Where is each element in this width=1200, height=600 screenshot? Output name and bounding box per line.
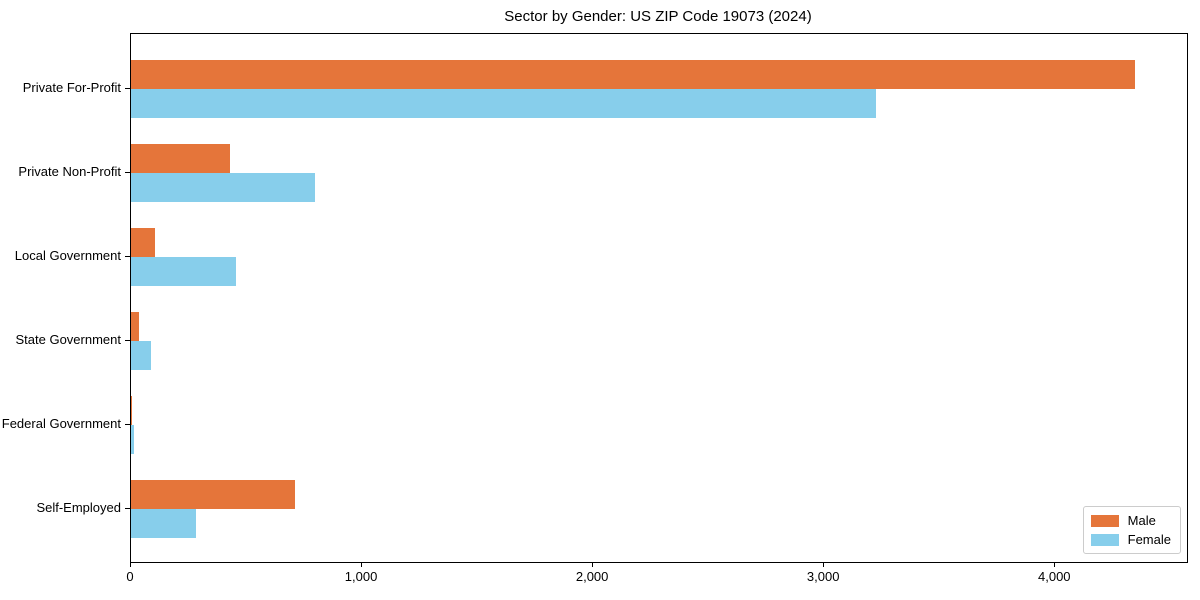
legend-swatch-female	[1090, 533, 1119, 546]
bar-male-private-non-profit	[131, 144, 231, 173]
plot-area: Male Female	[130, 33, 1188, 563]
bar-male-private-for-profit	[131, 60, 1135, 89]
legend: Male Female	[1082, 506, 1181, 554]
y-tick-label: State Government	[15, 332, 122, 347]
bar-female-self-employed	[131, 509, 196, 538]
legend-label-male: Male	[1127, 513, 1156, 528]
bar-female-state-government	[131, 341, 151, 370]
y-tick-label: Federal Government	[1, 416, 121, 431]
x-tick	[823, 562, 825, 567]
bar-male-self-employed	[131, 480, 296, 509]
bar-male-federal-government	[131, 396, 133, 425]
bar-male-local-government	[131, 228, 156, 257]
x-tick-label: 2,000	[575, 569, 609, 584]
x-tick	[130, 562, 131, 567]
y-tick	[125, 340, 130, 341]
bar-female-local-government	[131, 257, 237, 286]
bar-female-private-non-profit	[131, 173, 315, 202]
legend-item-male: Male	[1090, 513, 1171, 528]
legend-label-female: Female	[1127, 532, 1171, 547]
y-tick-label: Private Non-Profit	[18, 164, 121, 179]
y-tick	[125, 172, 130, 173]
y-tick-label: Local Government	[14, 248, 121, 263]
x-tick	[592, 562, 594, 567]
bar-female-private-for-profit	[131, 89, 877, 118]
y-tick-label: Self-Employed	[36, 500, 121, 515]
y-tick-label: Private For-Profit	[22, 80, 121, 95]
chart-title: Sector by Gender: US ZIP Code 19073 (202…	[504, 8, 812, 25]
x-tick-label: 4,000	[1038, 569, 1071, 584]
legend-item-female: Female	[1090, 532, 1171, 547]
y-tick	[125, 88, 130, 89]
x-tick-label: 3,000	[806, 569, 840, 584]
bar-female-federal-government	[131, 425, 135, 454]
y-tick	[125, 424, 130, 425]
x-tick	[1054, 562, 1056, 567]
x-tick	[361, 562, 363, 567]
legend-swatch-male	[1090, 514, 1119, 527]
x-tick-label: 0	[126, 569, 134, 584]
bar-male-state-government	[131, 312, 140, 341]
y-tick	[125, 256, 130, 257]
y-tick	[125, 508, 130, 509]
x-tick-label: 1,000	[344, 569, 378, 584]
